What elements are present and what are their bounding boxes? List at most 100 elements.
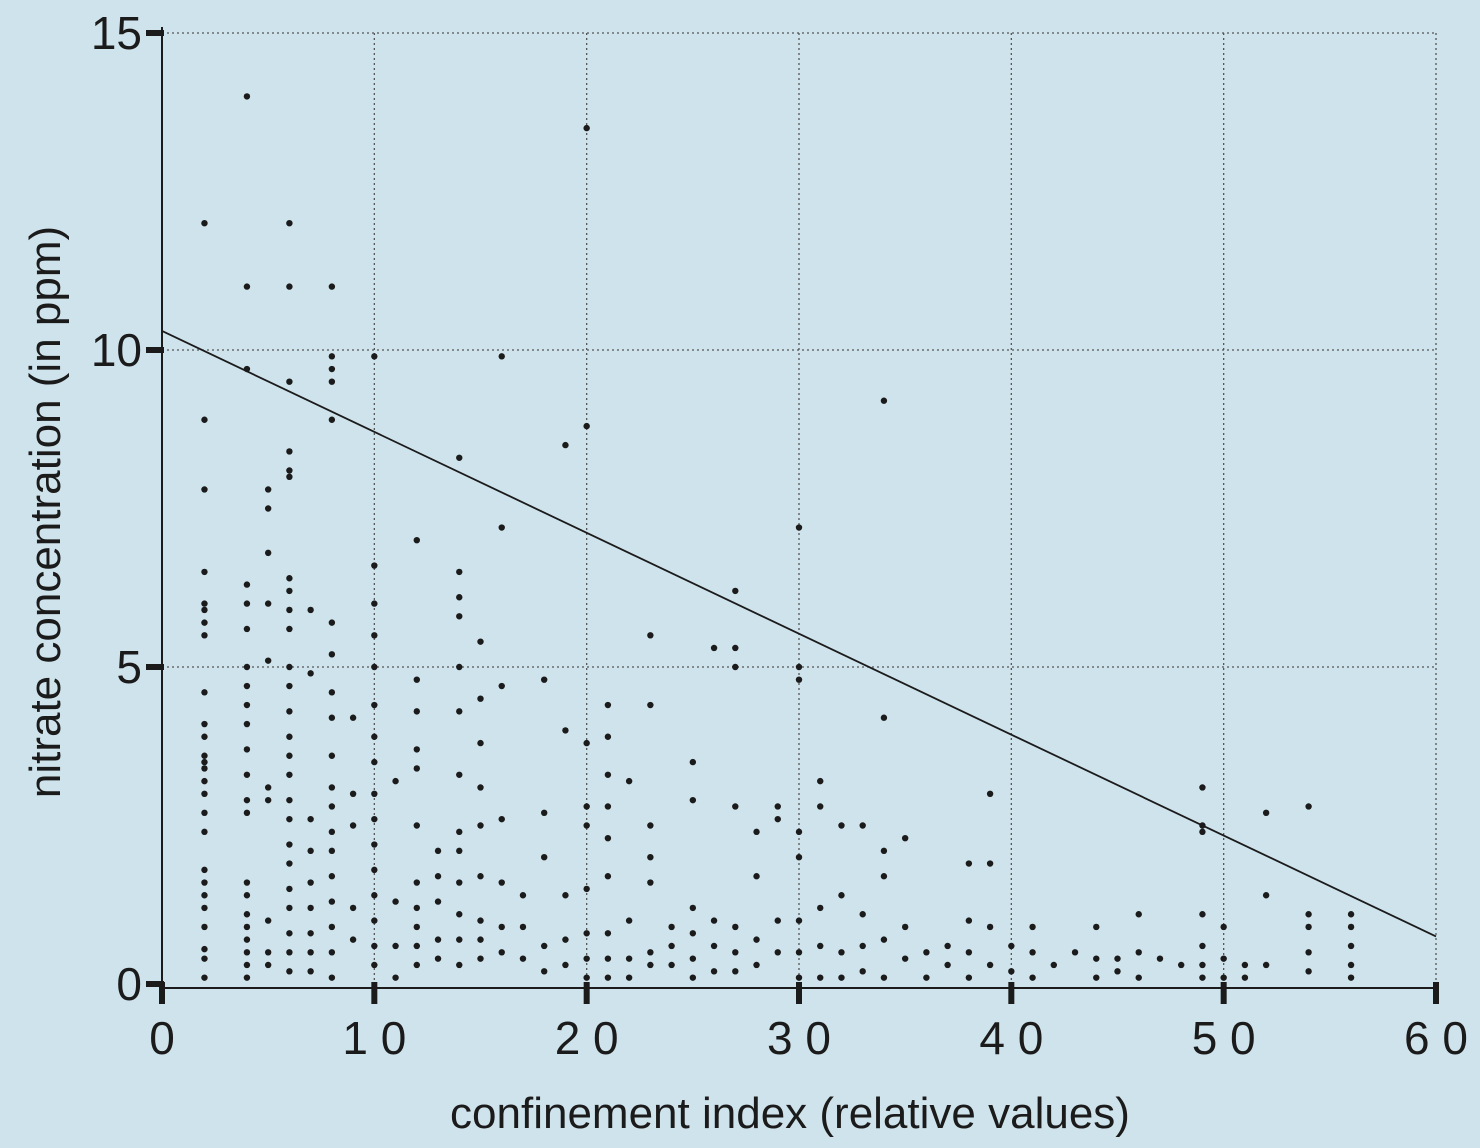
- data-point: [264, 657, 272, 664]
- data-point: [1241, 974, 1249, 981]
- data-point: [307, 815, 314, 823]
- data-point: [604, 701, 612, 709]
- data-point: [413, 708, 420, 715]
- data-point: [795, 524, 803, 531]
- data-point: [371, 733, 378, 740]
- data-point: [456, 708, 463, 715]
- data-point: [286, 473, 293, 480]
- data-point: [243, 746, 251, 753]
- data-point: [1220, 974, 1227, 981]
- data-point: [264, 949, 272, 956]
- data-point: [583, 124, 590, 132]
- data-point: [201, 923, 208, 931]
- data-point: [286, 968, 293, 975]
- data-point: [647, 949, 654, 956]
- y-tick-label: 15: [91, 7, 142, 59]
- data-point: [604, 873, 612, 880]
- data-point: [689, 796, 697, 804]
- data-point: [1347, 911, 1355, 918]
- data-point: [264, 784, 272, 791]
- data-point: [604, 834, 612, 842]
- data-point: [307, 904, 314, 912]
- data-point: [413, 879, 420, 886]
- data-point: [201, 828, 208, 836]
- data-point: [286, 708, 293, 715]
- data-point: [413, 961, 420, 969]
- data-point: [201, 220, 208, 227]
- data-point: [753, 936, 760, 943]
- data-point: [1347, 974, 1355, 981]
- axes: [146, 27, 1439, 1004]
- data-point: [1114, 968, 1121, 975]
- data-point: [519, 923, 527, 931]
- data-point: [286, 625, 293, 633]
- data-point: [1347, 961, 1355, 969]
- data-point: [477, 873, 484, 880]
- data-point: [328, 619, 336, 626]
- data-point: [1199, 961, 1206, 969]
- data-point: [371, 701, 378, 709]
- data-point: [1199, 784, 1206, 791]
- x-tick-label: 2 0: [555, 1012, 619, 1064]
- data-point: [243, 879, 251, 886]
- data-point: [264, 917, 272, 924]
- data-point: [286, 815, 293, 823]
- data-point: [286, 949, 293, 956]
- data-point: [604, 803, 612, 810]
- x-tick-label: 5 0: [1192, 1012, 1256, 1064]
- data-point: [625, 777, 633, 785]
- data-point: [477, 936, 484, 943]
- data-point: [986, 790, 994, 797]
- data-point: [880, 873, 888, 880]
- data-point: [201, 606, 208, 614]
- data-point: [1305, 949, 1312, 956]
- data-point: [201, 765, 208, 772]
- data-point: [732, 803, 739, 810]
- data-point: [286, 283, 293, 290]
- data-point: [710, 917, 718, 924]
- data-point: [286, 378, 293, 385]
- data-point: [817, 777, 824, 785]
- data-point: [371, 600, 378, 607]
- data-point: [201, 879, 208, 886]
- data-point: [986, 923, 994, 931]
- data-point: [286, 220, 293, 227]
- data-point: [1156, 955, 1164, 962]
- data-point: [1262, 961, 1270, 969]
- data-point: [201, 945, 208, 953]
- data-point: [541, 942, 548, 950]
- data-point: [604, 930, 612, 937]
- data-point: [413, 537, 420, 544]
- data-point: [541, 676, 548, 683]
- data-point: [371, 790, 378, 797]
- data-point: [583, 930, 590, 937]
- x-tick-label: 4 0: [979, 1012, 1043, 1064]
- x-tick-label: 6 0: [1404, 1012, 1468, 1064]
- data-point: [859, 911, 866, 918]
- data-point: [583, 885, 590, 893]
- data-point: [413, 765, 420, 772]
- data-point: [371, 663, 378, 671]
- data-point: [286, 606, 293, 614]
- data-point: [583, 739, 590, 747]
- data-point: [456, 771, 463, 778]
- data-point: [477, 739, 484, 747]
- data-point: [732, 644, 739, 652]
- data-point: [201, 866, 208, 874]
- data-point: [774, 803, 781, 810]
- data-point: [838, 974, 845, 981]
- data-point: [456, 847, 463, 855]
- data-point: [456, 936, 463, 943]
- data-point: [307, 606, 314, 614]
- data-point: [583, 822, 590, 829]
- data-point: [243, 796, 251, 804]
- data-point: [689, 955, 697, 962]
- data-point: [456, 594, 463, 601]
- data-point: [1199, 828, 1206, 836]
- data-point: [732, 949, 739, 956]
- data-point: [923, 949, 930, 956]
- data-point: [392, 942, 399, 950]
- tick-labels: 0 1 0 2 0 3 0 4 0 5 0 6 0 0 5 10 15: [91, 7, 1468, 1064]
- y-tick-label: 5: [116, 641, 142, 693]
